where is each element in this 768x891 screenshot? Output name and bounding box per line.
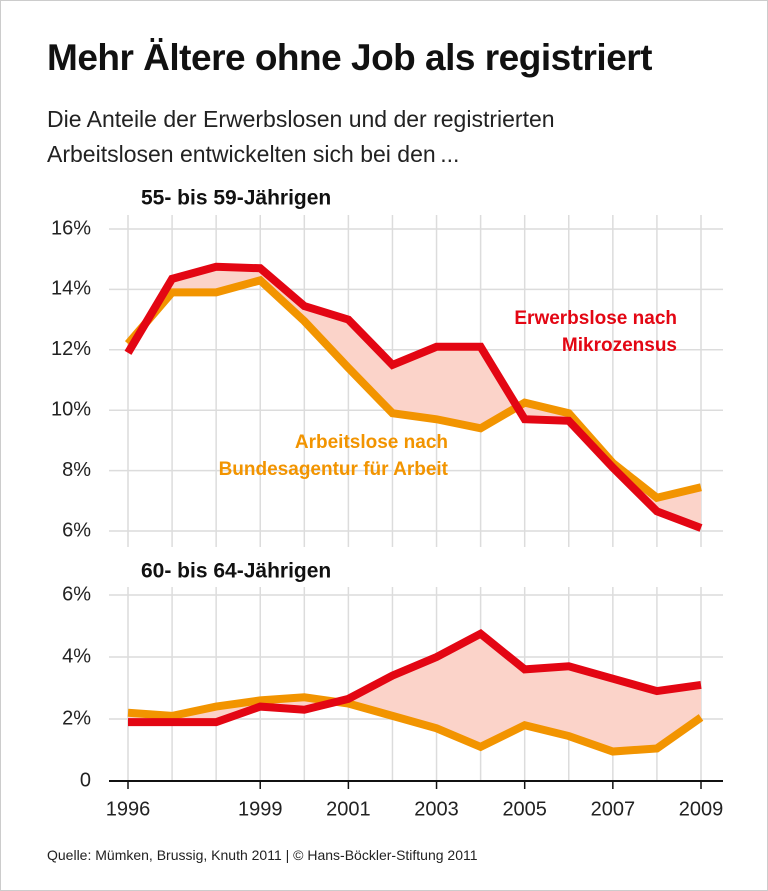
panel-title: 55- bis 59-Jährigen <box>141 187 331 210</box>
y-tick-label: 8% <box>62 459 91 481</box>
page-title: Mehr Ältere ohne Job als registriert <box>47 37 653 78</box>
gap-area <box>128 633 701 752</box>
x-tick-label: 2007 <box>591 798 636 820</box>
panel-title: 60- bis 64-Jährigen <box>141 560 331 583</box>
y-tick-label: 14% <box>51 278 91 300</box>
series-line <box>127 693 704 756</box>
x-tick-label: 2009 <box>679 798 724 820</box>
y-tick-label: 0 <box>80 769 91 791</box>
source: Quelle: Mümken, Brussig, Knuth 2011 | © … <box>47 847 478 863</box>
gap-area <box>128 266 701 528</box>
y-tick-label: 2% <box>62 707 91 729</box>
x-tick-label: 2005 <box>502 798 547 820</box>
x-tick-label: 1999 <box>238 798 283 820</box>
x-tick-label: 1996 <box>106 798 151 820</box>
series-line <box>124 262 703 532</box>
y-tick-label: 10% <box>51 398 91 420</box>
y-tick-label: 6% <box>62 583 91 605</box>
series-label: Arbeitslose nach Bundesagentur für Arbei… <box>218 432 448 480</box>
x-tick-label: 2001 <box>326 798 371 820</box>
series-label: Erwerbslose nach Mikrozensus <box>514 308 677 356</box>
x-tick-label: 2003 <box>414 798 459 820</box>
y-tick-label: 6% <box>62 519 91 541</box>
y-tick-label: 16% <box>51 217 91 239</box>
y-tick-label: 12% <box>51 338 91 360</box>
y-tick-label: 4% <box>62 645 91 667</box>
subtitle: Die Anteile der Erwerbslosen und der reg… <box>47 106 555 167</box>
series-line <box>128 628 702 727</box>
